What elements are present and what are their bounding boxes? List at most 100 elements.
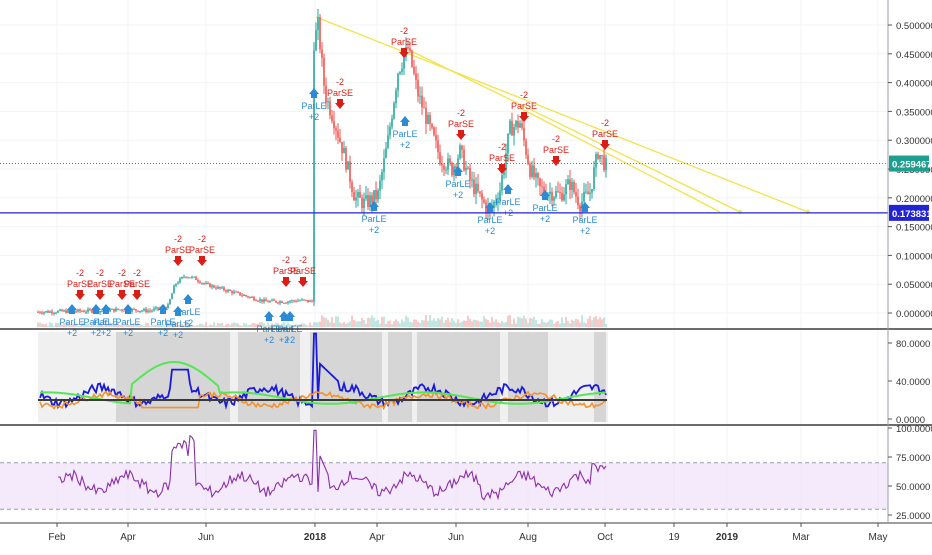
candle-body xyxy=(427,114,429,124)
volume-bar xyxy=(581,315,583,327)
volume-bar xyxy=(295,323,297,327)
candle-body xyxy=(577,196,579,206)
candle-body xyxy=(271,299,273,301)
long-signal-label: ParLE xyxy=(83,317,108,327)
panel-separators[interactable] xyxy=(0,0,932,524)
volume-bar xyxy=(299,324,301,327)
volume-bar xyxy=(63,323,65,327)
volume-bar xyxy=(43,324,45,327)
candle-body xyxy=(361,197,363,208)
volume-bar xyxy=(429,315,431,327)
candle-body xyxy=(471,179,473,181)
volume-bar xyxy=(593,317,595,327)
time-axis[interactable]: Feb Apr Jun 2018 Apr Jun Aug Oct 19 2019 Mar May xyxy=(48,523,887,543)
candle-body xyxy=(223,287,225,291)
volume-bar xyxy=(493,321,495,327)
candle-body xyxy=(273,299,275,301)
candle-body xyxy=(309,300,311,302)
x-tick-label: Mar xyxy=(792,532,810,543)
candle-body xyxy=(445,169,447,171)
volume-bar xyxy=(567,321,569,327)
dmi-trend-zone xyxy=(238,332,300,422)
long-signal-label: ParLE xyxy=(93,317,118,327)
x-tick-label: 2018 xyxy=(304,532,327,543)
candle-body xyxy=(549,191,551,194)
volume-bar xyxy=(345,323,347,327)
candle-body xyxy=(153,308,155,311)
candle-body xyxy=(413,66,415,74)
candle-body xyxy=(373,190,375,204)
candle-body xyxy=(347,161,349,170)
volume-bar xyxy=(167,322,169,327)
candle-body xyxy=(77,309,79,312)
volume-bar xyxy=(561,317,563,327)
long-signal-qty: +2 xyxy=(540,214,550,224)
main-y-tick-label: 0.050000 xyxy=(896,280,932,291)
candle-body xyxy=(287,301,289,303)
candle-body xyxy=(255,300,257,302)
candle-body xyxy=(183,276,185,278)
candle-body xyxy=(439,152,441,165)
candle-body xyxy=(567,179,569,185)
candle-body xyxy=(531,165,533,177)
price-axis[interactable]: 0.500000 0.450000 0.400000 0.350000 0.300000… xyxy=(888,21,932,522)
volume-bar xyxy=(263,323,265,327)
volume-bar xyxy=(605,323,607,327)
short-signal-qty: -2 xyxy=(299,255,307,265)
volume-bar xyxy=(111,322,113,327)
candle-body xyxy=(141,310,143,312)
candle-body xyxy=(539,178,541,187)
short-signal-arrow xyxy=(497,164,507,174)
candle-body xyxy=(283,302,285,304)
short-signal-arrow xyxy=(197,256,207,266)
long-signal-arrow xyxy=(279,311,289,321)
candle-body xyxy=(91,309,93,313)
candle-body xyxy=(525,140,527,155)
volume-bar xyxy=(141,325,143,327)
candle-body xyxy=(359,192,361,198)
candle-body xyxy=(191,276,193,278)
volume-bar xyxy=(49,322,51,327)
volume-bar xyxy=(489,322,491,327)
candle-body xyxy=(375,190,377,200)
volume-bar xyxy=(71,323,73,327)
candle-body xyxy=(585,191,587,193)
candle-body xyxy=(295,300,297,302)
volume-bar xyxy=(381,316,383,327)
candle-body xyxy=(299,300,301,302)
x-tick-label: Jun xyxy=(198,532,214,543)
candle-body xyxy=(565,184,567,195)
volume-bar xyxy=(495,319,497,327)
volume-bar xyxy=(383,316,385,327)
volume-bar xyxy=(321,315,323,327)
volume-bar xyxy=(273,324,275,327)
volume-bar xyxy=(587,318,589,327)
candle-body xyxy=(67,309,69,313)
candle-body xyxy=(357,192,359,198)
x-tick-label: 2019 xyxy=(716,532,739,543)
candle-body xyxy=(267,301,269,303)
candle-body xyxy=(37,311,39,313)
candle-body xyxy=(431,123,433,128)
long-signal-label: ParLE xyxy=(59,317,84,327)
candle-body xyxy=(119,309,121,311)
candle-body xyxy=(285,302,287,304)
volume-bar xyxy=(225,324,227,327)
candle-body xyxy=(179,278,181,283)
candle-body xyxy=(421,95,423,108)
dmi-trend-zone xyxy=(594,332,606,422)
volume-bar xyxy=(291,325,293,327)
dmi-y-tick-label: 0.0000 xyxy=(896,415,925,426)
short-signal-arrow xyxy=(95,290,105,300)
volume-bar xyxy=(317,322,319,327)
candle-body xyxy=(149,310,151,312)
candle-body xyxy=(145,308,147,312)
candle-body xyxy=(185,276,187,278)
trendline-secondary xyxy=(404,47,741,213)
long-signal-qty: +2 xyxy=(485,226,495,236)
candle-body xyxy=(555,191,557,198)
candle-body xyxy=(597,154,599,159)
candle-body xyxy=(429,114,431,124)
